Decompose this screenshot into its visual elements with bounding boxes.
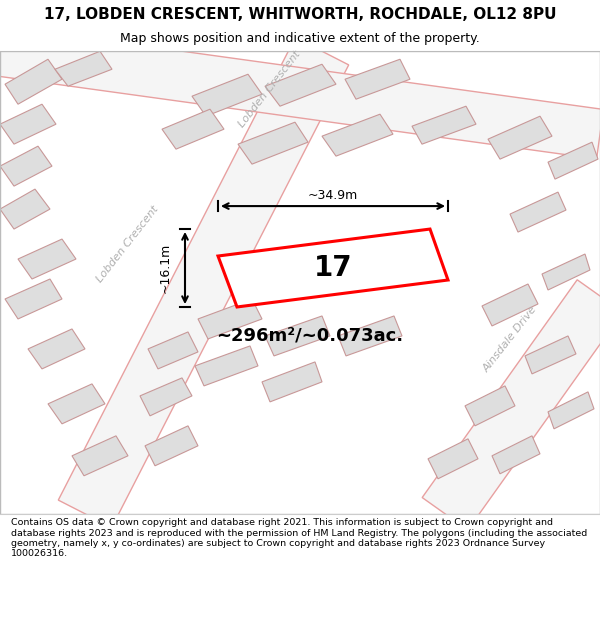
Text: Lobden Crescent: Lobden Crescent (237, 49, 303, 129)
Polygon shape (542, 254, 590, 290)
Polygon shape (218, 229, 448, 307)
Text: Map shows position and indicative extent of the property.: Map shows position and indicative extent… (120, 32, 480, 45)
Polygon shape (0, 146, 52, 186)
Polygon shape (0, 26, 600, 159)
Text: Ainsdale Drive: Ainsdale Drive (481, 304, 539, 374)
Polygon shape (525, 336, 576, 374)
Polygon shape (265, 64, 336, 106)
Text: ~296m²/~0.073ac.: ~296m²/~0.073ac. (217, 327, 404, 345)
Polygon shape (148, 332, 198, 369)
Polygon shape (140, 378, 192, 416)
Polygon shape (238, 122, 308, 164)
Polygon shape (412, 106, 476, 144)
Polygon shape (0, 104, 56, 144)
Polygon shape (510, 192, 566, 232)
Polygon shape (18, 239, 76, 279)
Polygon shape (262, 362, 322, 402)
Text: 17, LOBDEN CRESCENT, WHITWORTH, ROCHDALE, OL12 8PU: 17, LOBDEN CRESCENT, WHITWORTH, ROCHDALE… (44, 7, 556, 22)
Polygon shape (198, 299, 262, 339)
Polygon shape (5, 59, 62, 104)
Polygon shape (488, 116, 552, 159)
Polygon shape (265, 316, 330, 356)
Polygon shape (548, 142, 598, 179)
Polygon shape (28, 329, 85, 369)
Polygon shape (5, 279, 62, 319)
Text: Contains OS data © Crown copyright and database right 2021. This information is : Contains OS data © Crown copyright and d… (11, 518, 587, 558)
Polygon shape (482, 284, 538, 326)
Polygon shape (195, 346, 258, 386)
Polygon shape (422, 280, 600, 530)
Text: Lobden Crescent: Lobden Crescent (95, 204, 161, 284)
Polygon shape (162, 109, 224, 149)
Polygon shape (48, 384, 105, 424)
Polygon shape (55, 51, 112, 86)
Polygon shape (0, 189, 50, 229)
Polygon shape (345, 59, 410, 99)
Polygon shape (192, 74, 262, 116)
Polygon shape (428, 439, 478, 479)
Polygon shape (58, 38, 349, 528)
Polygon shape (492, 436, 540, 474)
Polygon shape (322, 114, 393, 156)
Polygon shape (72, 436, 128, 476)
Polygon shape (338, 316, 402, 356)
Text: 17: 17 (314, 254, 353, 282)
Polygon shape (145, 426, 198, 466)
Polygon shape (548, 392, 594, 429)
Text: ~16.1m: ~16.1m (159, 243, 172, 293)
Polygon shape (465, 386, 515, 426)
Text: ~34.9m: ~34.9m (308, 189, 358, 202)
